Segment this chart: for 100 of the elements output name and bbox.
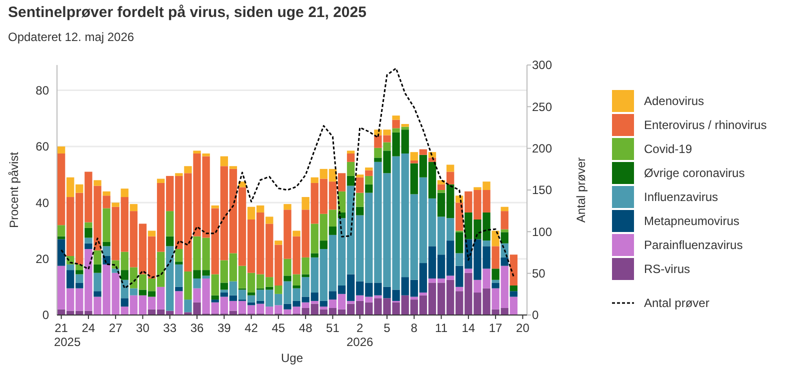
bar xyxy=(84,243,92,249)
legend-label: Metapneumovirus xyxy=(644,214,740,228)
bar xyxy=(220,156,228,166)
bar xyxy=(57,239,66,266)
bar xyxy=(365,168,373,170)
bar xyxy=(266,216,274,224)
bar xyxy=(175,286,183,292)
bar xyxy=(365,184,373,193)
x-tick-label: 27 xyxy=(108,321,123,335)
chart-title: Sentinelprøver fordelt på virus, siden uge 21, 2025 xyxy=(8,4,366,21)
bar xyxy=(310,253,318,258)
bar xyxy=(356,192,364,207)
bar xyxy=(102,246,110,256)
bar xyxy=(320,240,328,249)
bar xyxy=(193,278,201,288)
bar xyxy=(365,176,373,184)
x-tick-label: 17 xyxy=(488,321,503,335)
bar xyxy=(148,230,156,236)
bar xyxy=(211,295,219,300)
x-tick-label: 14 xyxy=(462,321,476,335)
bar xyxy=(292,230,300,236)
bar xyxy=(346,162,355,176)
bar xyxy=(166,236,174,246)
legend-label: Øvrige coronavirus xyxy=(644,166,745,180)
bar xyxy=(328,226,337,235)
bar xyxy=(410,152,418,161)
bar xyxy=(156,178,165,183)
bar xyxy=(84,222,92,228)
legend-label: RS-virus xyxy=(644,262,690,276)
bar xyxy=(456,286,464,292)
bar xyxy=(356,206,364,216)
bar xyxy=(510,254,518,286)
bar xyxy=(492,268,500,280)
bar xyxy=(211,205,219,208)
x-tick-label: 51 xyxy=(326,321,340,335)
bar xyxy=(346,176,355,186)
y-tick-label: 20 xyxy=(36,252,50,266)
bar xyxy=(66,264,74,270)
bar xyxy=(401,124,409,127)
bar xyxy=(274,240,282,245)
x-tick-label: 33 xyxy=(163,321,177,335)
bar xyxy=(446,172,454,184)
x-tick-label: 39 xyxy=(217,321,232,335)
x-axis-title: Uge xyxy=(280,351,304,365)
bar xyxy=(346,153,355,162)
bar xyxy=(356,177,364,193)
legend-label: Covid-19 xyxy=(644,142,692,156)
bar xyxy=(492,246,500,269)
bar xyxy=(464,268,472,273)
bar xyxy=(510,286,518,292)
bar xyxy=(94,180,102,186)
bar xyxy=(292,286,300,288)
bar xyxy=(94,264,102,273)
bar xyxy=(84,228,92,238)
y-tick-label: 40 xyxy=(36,196,50,210)
bar xyxy=(130,204,138,212)
bar xyxy=(302,257,310,274)
bar xyxy=(220,282,228,290)
bar xyxy=(392,116,400,120)
legend-label: Adenovirus xyxy=(644,94,704,108)
y2-tick-label: 250 xyxy=(532,100,552,114)
bar xyxy=(120,188,128,198)
bar xyxy=(211,300,219,302)
x-tick-label: 48 xyxy=(298,321,313,335)
bar xyxy=(184,271,192,300)
x-tick-label: 24 xyxy=(82,321,96,335)
bar xyxy=(320,300,328,307)
bar xyxy=(94,250,102,264)
bar xyxy=(84,238,92,244)
y-tick-label: 60 xyxy=(36,140,50,154)
bar xyxy=(492,230,500,246)
y2-axis-title: Antal prøver xyxy=(574,157,588,223)
bar xyxy=(302,197,310,210)
bar xyxy=(500,232,508,244)
y-tick-label: 80 xyxy=(36,83,50,98)
x-tick-label: 5 xyxy=(384,321,391,335)
bar xyxy=(492,282,500,288)
bar xyxy=(229,166,238,169)
bar xyxy=(410,296,418,300)
chart-subtitle: Opdateret 12. maj 2026 xyxy=(8,30,134,44)
bar xyxy=(175,291,183,315)
y-tick-label: 0 xyxy=(42,308,50,322)
y2-tick-label: 300 xyxy=(532,58,552,72)
bar xyxy=(184,300,192,312)
bar xyxy=(500,211,508,230)
bar xyxy=(120,298,128,307)
bar xyxy=(419,292,428,296)
line-series xyxy=(60,68,514,290)
bar xyxy=(356,174,364,178)
bar xyxy=(202,276,210,278)
legend-label: Enterovirus / rhinovirus xyxy=(644,118,767,132)
bar xyxy=(175,262,183,264)
bar xyxy=(94,272,102,292)
bar xyxy=(193,150,201,154)
bar xyxy=(112,202,120,207)
bar xyxy=(419,149,428,155)
bar xyxy=(247,292,256,296)
bar xyxy=(365,170,373,176)
x-tick-label: 11 xyxy=(435,321,448,335)
x-tick-label: 36 xyxy=(190,321,204,335)
